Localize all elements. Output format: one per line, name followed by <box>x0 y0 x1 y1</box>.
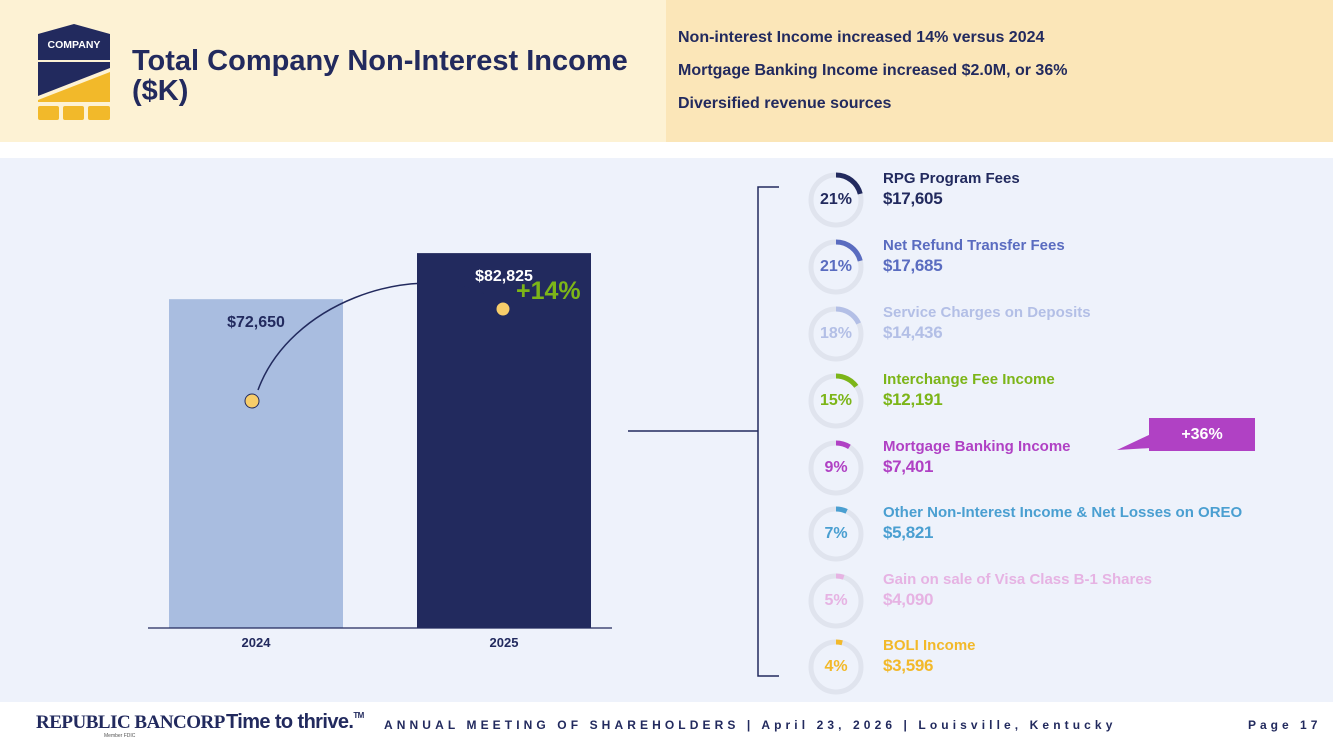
ring-arc <box>808 172 864 228</box>
ring-arc <box>808 239 864 295</box>
ring-arc <box>808 639 864 695</box>
percent-label: 5% <box>824 592 848 609</box>
percent-label: 15% <box>819 392 853 409</box>
percent-ring <box>808 639 864 695</box>
highlight-item: Non-interest Income increased 14% versus… <box>678 29 1045 46</box>
growth-label: +14% <box>516 277 581 305</box>
item-text: BOLI Income $3,596 <box>883 637 1243 677</box>
percent-label: 9% <box>824 459 848 476</box>
footer-tagline-text: Time to thrive. <box>226 711 354 733</box>
item-value: $14,436 <box>883 323 943 342</box>
item-name: RPG Program Fees <box>883 170 1020 187</box>
bar-2024 <box>169 299 343 628</box>
growth-arrow <box>257 282 484 391</box>
x-tick-label: 2025 <box>490 635 519 650</box>
percent-ring <box>808 573 864 629</box>
percent-label: 21% <box>819 258 853 275</box>
income-bar-chart: $72,650 2024 $82,825 2025 +14% <box>148 186 1151 677</box>
item-name: Net Refund Transfer Fees <box>883 237 1065 254</box>
ring-arc <box>808 373 864 429</box>
item-name: BOLI Income <box>883 637 976 654</box>
percent-label: 7% <box>824 525 848 542</box>
percent-ring <box>808 172 864 228</box>
item-name: Other Non-Interest Income & Net Losses o… <box>883 504 1243 521</box>
content-panel: $72,650 2024 $82,825 2025 +14% 21% RPG Progr… <box>0 158 1333 702</box>
percent-ring <box>808 440 864 496</box>
highlight-item: Mortgage Banking Income increased $2.0M,… <box>678 62 1068 79</box>
page-title: Total Company Non-Interest Income ($K) <box>132 45 628 107</box>
breakdown-item: 21% Net Refund Transfer Fees $17,685 <box>806 237 1246 297</box>
ring-arc <box>808 506 864 562</box>
header-title-band <box>0 0 666 142</box>
item-name: Service Charges on Deposits <box>883 304 1091 321</box>
header-highlights-band <box>666 0 1333 142</box>
breakdown-item: 5% Gain on sale of Visa Class B-1 Shares $… <box>806 571 1246 631</box>
marker-dot-2024 <box>244 393 260 409</box>
ring-arc <box>808 306 864 362</box>
marker-dot-2025 <box>495 301 511 317</box>
footer-trademark: TM <box>353 711 364 720</box>
percent-ring <box>808 373 864 429</box>
item-name: Interchange Fee Income <box>883 371 1055 388</box>
logo-text: COMPANY <box>48 39 101 51</box>
income-breakdown: 21% RPG Program Fees $17,605 21% Net Refund … <box>0 158 1333 702</box>
percent-ring <box>808 239 864 295</box>
breakdown-item: 21% RPG Program Fees $17,605 <box>806 170 1246 230</box>
item-value: $17,685 <box>883 256 943 275</box>
breakdown-item: 15% Interchange Fee Income $12,191 <box>806 371 1246 431</box>
item-value: $3,596 <box>883 656 934 675</box>
item-value: $12,191 <box>883 390 943 409</box>
breakdown-item: 4% BOLI Income $3,596 <box>806 637 1246 697</box>
percent-ring <box>808 306 864 362</box>
breakdown-bracket <box>757 186 779 677</box>
breakdown-item: 7% Other Non-Interest Income & Net Losses… <box>806 504 1246 564</box>
item-text: RPG Program Fees $17,605 <box>883 170 1243 210</box>
callout-tail <box>1117 434 1151 450</box>
highlight-item: Diversified revenue sources <box>678 95 892 112</box>
percent-ring <box>808 506 864 562</box>
company-logo: COMPANY <box>38 24 110 120</box>
item-text: Service Charges on Deposits $14,436 <box>883 304 1243 344</box>
x-tick-label: 2024 <box>242 635 272 650</box>
item-text: Other Non-Interest Income & Net Losses o… <box>883 504 1243 544</box>
item-text: Mortgage Banking Income $7,401 <box>883 438 1243 478</box>
percent-label: 21% <box>819 191 853 208</box>
item-name: Mortgage Banking Income <box>883 438 1071 455</box>
item-value: $17,605 <box>883 189 943 208</box>
ring-arc <box>808 440 864 496</box>
breakdown-item: 9% Mortgage Banking Income $7,401 <box>806 438 1246 498</box>
ring-arc <box>808 573 864 629</box>
percent-label: 18% <box>819 325 853 342</box>
item-name: Gain on sale of Visa Class B-1 Shares <box>883 571 1153 588</box>
breakdown-item: 18% Service Charges on Deposits $14,436 <box>806 304 1246 364</box>
item-value: $4,090 <box>883 590 934 609</box>
footer-tagline: Time to thrive.TM <box>226 711 364 734</box>
item-value: $5,821 <box>883 523 934 542</box>
bar-value-label: $82,825 <box>475 268 533 285</box>
mortgage-growth-callout: +36% <box>1149 418 1255 451</box>
item-value: $7,401 <box>883 457 934 476</box>
item-text: Interchange Fee Income $12,191 <box>883 371 1243 411</box>
bar-value-label: $72,650 <box>227 314 285 331</box>
footer-meeting-info: ANNUAL MEETING OF SHAREHOLDERS | April 2… <box>384 718 1117 732</box>
highlights-list: Non-interest Income increased 14% versus… <box>678 26 1067 125</box>
footer-brand-logo: REPUBLIC BANCORP <box>36 712 225 733</box>
item-text: Net Refund Transfer Fees $17,685 <box>883 237 1243 277</box>
percent-label: 4% <box>824 658 848 675</box>
footer-member-fdic: Member FDIC <box>104 733 136 739</box>
footer-page-number: Page 17 <box>1248 718 1322 732</box>
item-text: Gain on sale of Visa Class B-1 Shares $4,… <box>883 571 1243 611</box>
